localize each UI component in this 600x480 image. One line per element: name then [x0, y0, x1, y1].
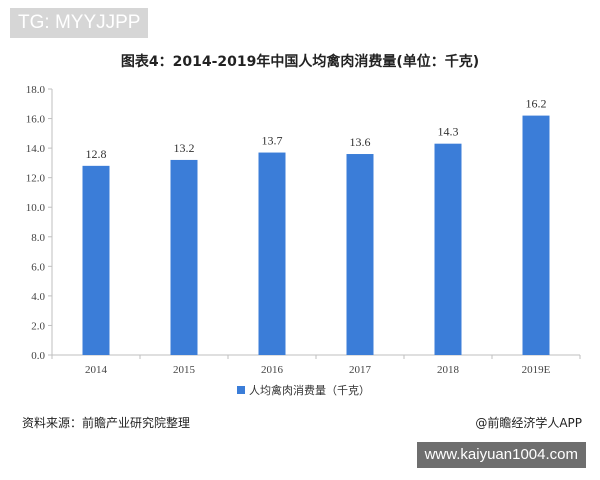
- value-label: 14.3: [438, 125, 459, 139]
- y-tick-label: 0.0: [31, 350, 45, 362]
- y-tick-label: 8.0: [31, 232, 45, 244]
- value-label: 13.6: [350, 135, 371, 149]
- bar-2017: [346, 154, 374, 355]
- value-label: 13.7: [262, 134, 283, 148]
- tg-watermark-badge: TG: MYYJJPP: [10, 8, 149, 38]
- chart-title: 图表4：2014-2019年中国人均禽肉消费量(单位：千克): [120, 54, 480, 70]
- publisher-credit: @前瞻经济学人APP: [475, 416, 582, 430]
- y-tick-label: 2.0: [31, 320, 45, 332]
- labels-layer: 12.8 2014 13.2 2015 13.7 2016 13.6 2017 14.3 2018…: [85, 97, 551, 376]
- y-tick-label: 6.0: [31, 261, 45, 273]
- x-tick-label: 2015: [173, 364, 196, 376]
- value-label: 13.2: [174, 141, 195, 155]
- y-tick-label: 18.0: [26, 84, 46, 96]
- axes-layer: 0.0 2.0 4.0 6.0 8.0 10.0 12.0 14.0 16.0 18.0: [26, 84, 581, 362]
- y-tick-label: 4.0: [31, 291, 45, 303]
- x-tick-label: 2014: [85, 364, 108, 376]
- legend-swatch: [237, 386, 245, 394]
- y-tick-label: 10.0: [26, 202, 46, 214]
- y-tick-label: 16.0: [26, 114, 46, 126]
- y-tick-label: 14.0: [26, 143, 46, 155]
- bar-2016: [258, 152, 286, 355]
- bars-layer: [82, 115, 550, 355]
- value-label: 16.2: [526, 97, 547, 111]
- value-label: 12.8: [86, 147, 107, 161]
- bar-2015: [170, 159, 198, 355]
- x-tick-label: 2017: [349, 364, 372, 376]
- bar-2018: [434, 143, 462, 355]
- data-source-note: 资料来源：前瞻产业研究院整理: [22, 416, 191, 430]
- legend-label: 人均禽肉消费量（千克）: [249, 383, 370, 397]
- x-tick-label: 2016: [261, 364, 284, 376]
- x-tick-label: 2018: [437, 364, 460, 376]
- bar-2019E: [522, 115, 550, 355]
- legend-layer: 人均禽肉消费量（千克）: [237, 383, 370, 397]
- url-watermark-badge: www.kaiyuan1004.com: [416, 442, 586, 468]
- x-tick-label: 2019E: [522, 364, 551, 376]
- y-tick-label: 12.0: [26, 173, 46, 185]
- bar-2014: [82, 165, 110, 355]
